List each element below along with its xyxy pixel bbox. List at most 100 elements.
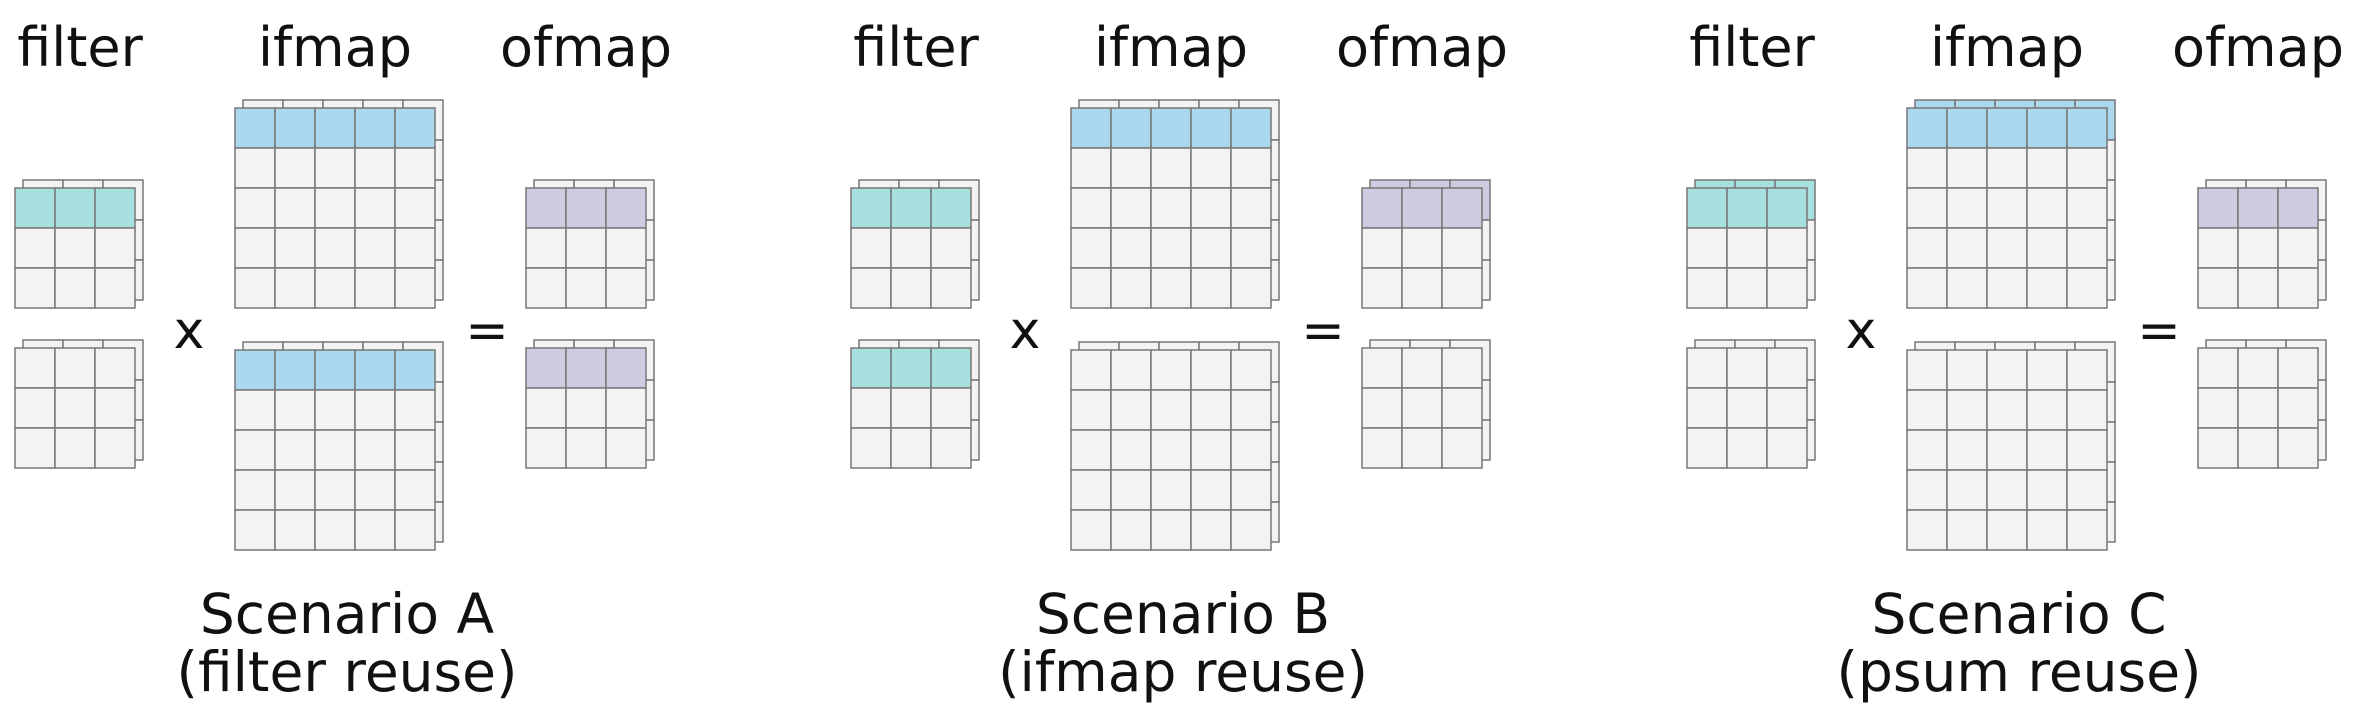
grid-cell [1110, 107, 1152, 149]
grid-cell [394, 267, 436, 309]
grid-cell [1766, 267, 1808, 309]
grid-cell [314, 429, 356, 471]
grid-cell [1070, 389, 1112, 431]
grid-cell [394, 227, 436, 269]
grid-cell [1441, 227, 1483, 269]
grid-cell [1150, 107, 1192, 149]
grid-cell [354, 107, 396, 149]
grid-cell [14, 267, 56, 309]
grid-cell [565, 187, 607, 229]
grid-cell [1986, 147, 2028, 189]
grid-cell [1230, 469, 1272, 511]
filter-bottom-a-front-layer [14, 347, 136, 469]
grid-cell [2237, 227, 2279, 269]
grid-cell [94, 387, 136, 429]
grid-cell [1230, 509, 1272, 551]
grid-cell [2026, 429, 2068, 471]
grid-cell [274, 187, 316, 229]
grid-cell [890, 427, 932, 469]
grid-cell [1686, 187, 1728, 229]
grid-cell [14, 347, 56, 389]
grid-cell [394, 187, 436, 229]
grid-cell [54, 267, 96, 309]
grid-cell [850, 187, 892, 229]
grid-cell [1150, 469, 1192, 511]
grid-cell [234, 389, 276, 431]
grid-cell [234, 187, 276, 229]
grid-cell [394, 389, 436, 431]
grid-cell [1441, 387, 1483, 429]
grid-cell [2237, 267, 2279, 309]
grid-cell [2026, 227, 2068, 269]
grid-cell [394, 429, 436, 471]
ofmap-bottom-a-front-layer [525, 347, 647, 469]
ofmap-header-a: ofmap [499, 16, 673, 79]
grid-cell [2026, 147, 2068, 189]
grid-cell [1190, 107, 1232, 149]
filter-top-b-front-layer [850, 187, 972, 309]
grid-cell [2066, 509, 2108, 551]
grid-cell [54, 427, 96, 469]
grid-cell [1986, 187, 2028, 229]
grid-cell [1190, 147, 1232, 189]
grid-cell [234, 469, 276, 511]
ofmap-top-c-front-layer [2197, 187, 2319, 309]
grid-cell [314, 469, 356, 511]
grid-cell [1230, 187, 1272, 229]
grid-cell [1906, 509, 1948, 551]
grid-cell [274, 107, 316, 149]
grid-cell [354, 389, 396, 431]
grid-cell [1190, 349, 1232, 391]
grid-cell [1070, 349, 1112, 391]
grid-cell [525, 187, 567, 229]
grid-cell [1110, 267, 1152, 309]
grid-cell [394, 349, 436, 391]
grid-cell [1190, 267, 1232, 309]
grid-cell [2237, 347, 2279, 389]
grid-cell [94, 347, 136, 389]
grid-cell [54, 227, 96, 269]
grid-cell [1110, 187, 1152, 229]
grid-cell [850, 387, 892, 429]
grid-cell [54, 387, 96, 429]
grid-cell [1726, 227, 1768, 269]
grid-cell [1726, 387, 1768, 429]
grid-cell [54, 187, 96, 229]
grid-cell [1070, 429, 1112, 471]
grid-cell [1686, 387, 1728, 429]
grid-cell [930, 427, 972, 469]
grid-cell [234, 509, 276, 551]
grid-cell [354, 429, 396, 471]
grid-cell [1946, 509, 1988, 551]
ofmap-header-b: ofmap [1335, 16, 1509, 79]
grid-cell [2237, 427, 2279, 469]
grid-cell [54, 347, 96, 389]
grid-cell [1401, 427, 1443, 469]
grid-cell [2066, 429, 2108, 471]
grid-cell [234, 227, 276, 269]
grid-cell [605, 187, 647, 229]
grid-cell [1190, 389, 1232, 431]
grid-cell [14, 227, 56, 269]
grid-cell [930, 387, 972, 429]
grid-cell [525, 267, 567, 309]
grid-cell [2026, 107, 2068, 149]
grid-cell [1110, 469, 1152, 511]
grid-cell [1986, 267, 2028, 309]
grid-cell [2197, 347, 2239, 389]
ofmap-top-a-front-layer [525, 187, 647, 309]
grid-cell [930, 227, 972, 269]
grid-cell [234, 267, 276, 309]
grid-cell [2026, 389, 2068, 431]
grid-cell [1766, 347, 1808, 389]
grid-cell [1906, 389, 1948, 431]
grid-cell [314, 147, 356, 189]
filter-bottom-c-front-layer [1686, 347, 1808, 469]
grid-cell [890, 387, 932, 429]
grid-cell [2197, 227, 2239, 269]
grid-cell [850, 227, 892, 269]
grid-cell [1361, 427, 1403, 469]
grid-cell [1906, 187, 1948, 229]
grid-cell [14, 187, 56, 229]
